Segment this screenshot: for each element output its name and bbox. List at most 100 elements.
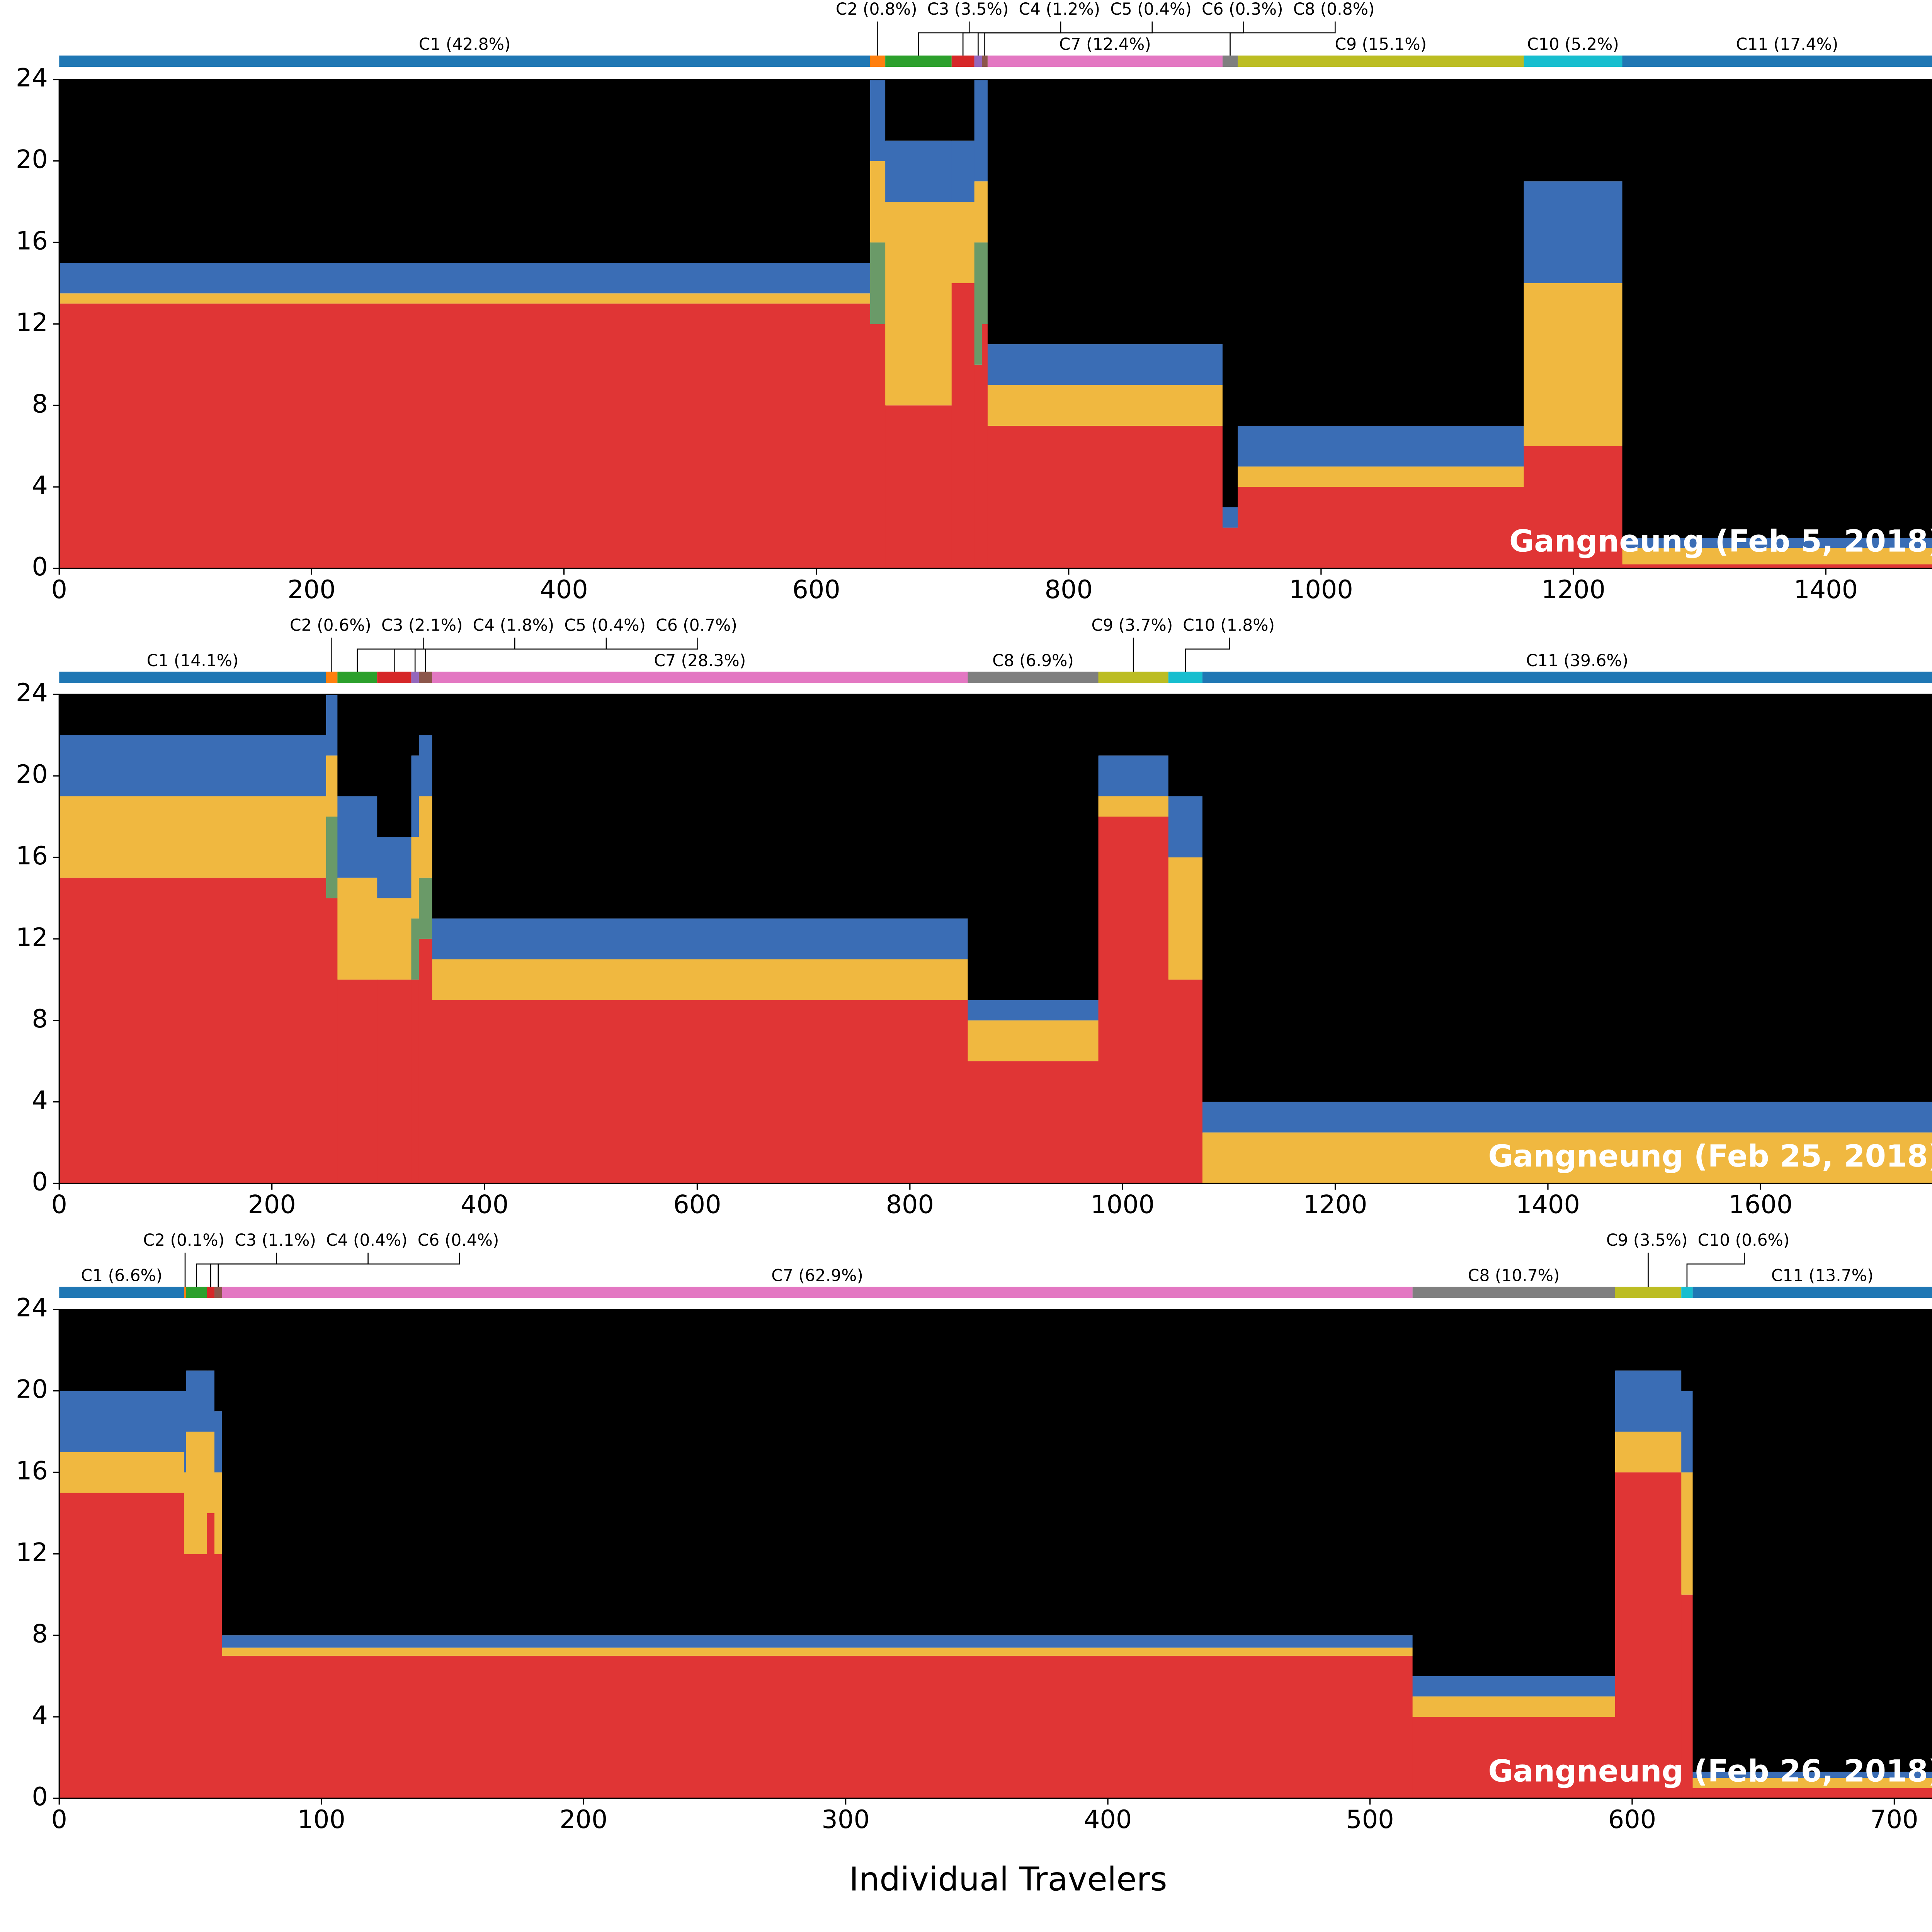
cluster-segment [59,672,326,683]
y-tick-label: 4 [32,1086,48,1115]
activity-block [951,140,975,202]
cluster-segment [418,672,432,683]
activity-block [214,1472,223,1554]
cluster-label: C8 (10.7%) [1468,1266,1560,1285]
cluster-segment [1412,1286,1615,1298]
x-axis-label: Individual Travelers [849,1860,1167,1898]
cluster-segment [214,1286,222,1298]
activity-block [59,796,327,878]
activity-block [411,755,419,837]
activity-block [1238,466,1524,487]
legend-label: NAP [369,1927,436,1932]
activity-block [207,1513,215,1799]
activity-block [885,140,952,202]
x-tick-label: 300 [821,1805,869,1834]
cluster-label: C1 (42.8%) [419,35,511,54]
activity-block [418,694,433,735]
x-tick-label: 0 [51,1805,68,1834]
y-tick-label: 20 [16,760,48,789]
activity-block [968,1020,1099,1061]
activity-block [418,939,433,1184]
activity-block [184,1554,187,1799]
activity-block [59,878,327,1184]
cluster-label: C8 (6.9%) [992,651,1074,670]
activity-block [1412,1676,1616,1697]
x-tick-label: 600 [673,1190,721,1219]
activity-block [326,816,338,898]
y-tick-label: 24 [16,1293,48,1323]
activity-block [974,242,983,365]
y-tick-label: 20 [16,145,48,174]
cluster-label: C1 (6.6%) [81,1266,163,1285]
activity-block [1692,1778,1932,1788]
y-tick-label: 8 [32,389,48,418]
cluster-segment [222,1286,1413,1298]
activity-block [186,1370,207,1432]
activity-block [870,161,886,243]
activity-block [411,694,419,756]
activity-block [186,1431,207,1554]
x-tick-label: 1600 [1728,1190,1793,1219]
leader-line [1185,638,1230,672]
activity-block [951,283,975,569]
cluster-label: C9 (3.7%) [1092,616,1173,635]
y-tick-label: 12 [16,308,48,337]
cluster-segment [1202,672,1932,683]
activity-block [1202,1132,1932,1184]
cluster-segment [184,1286,186,1298]
cluster-label: C5 (0.4%) [564,616,646,635]
activity-block [968,694,1099,1000]
activity-block [377,694,412,837]
activity-block [207,1370,215,1432]
cluster-segment [1615,1286,1682,1298]
legend-label: TRAVEL [1373,1927,1497,1932]
activity-block [59,303,871,569]
activity-block [870,79,886,161]
leader-line [918,21,970,56]
y-tick-label: 12 [16,923,48,952]
x-tick-label: 600 [1608,1805,1656,1834]
cluster-label: C4 (1.8%) [473,616,554,635]
x-tick-label: 1200 [1541,575,1605,604]
activity-block [1202,1102,1932,1133]
activity-block [59,694,327,735]
activity-block [432,1000,968,1184]
activity-block [987,425,1223,569]
activity-block [1615,1431,1682,1473]
activity-block [1681,1472,1693,1595]
x-tick-label: 1400 [1516,1190,1580,1219]
cluster-segment [59,1286,184,1298]
activity-block [214,1554,223,1799]
leader-line [357,638,424,672]
x-tick-label: 400 [1084,1805,1132,1834]
activity-block [951,79,975,141]
y-tick-label: 16 [16,226,48,256]
activity-block [1168,980,1203,1184]
cluster-segment [432,672,968,683]
cluster-label: C9 (3.5%) [1606,1231,1688,1250]
cluster-label: C8 (0.8%) [1293,0,1375,19]
leader-line [1230,21,1336,56]
activity-block [411,918,419,980]
x-tick-label: 200 [287,575,335,604]
activity-block [1412,1309,1616,1676]
activity-block [974,364,983,569]
activity-block [1524,181,1623,283]
cluster-label: C4 (0.4%) [326,1231,408,1250]
y-tick-label: 0 [32,1167,48,1197]
cluster-label: C6 (0.4%) [418,1231,499,1250]
activity-block [1615,1370,1682,1432]
activity-block [982,79,988,182]
cluster-label: C3 (2.1%) [381,616,463,635]
x-tick-label: 1000 [1289,575,1353,604]
activity-block [222,1647,1413,1656]
activity-block [184,1391,187,1473]
activity-block [432,694,968,919]
activity-block [337,694,378,796]
leader-line [210,1252,369,1287]
y-tick-label: 0 [32,1782,48,1811]
activity-block [1168,857,1203,980]
cluster-label: C2 (0.8%) [836,0,917,19]
